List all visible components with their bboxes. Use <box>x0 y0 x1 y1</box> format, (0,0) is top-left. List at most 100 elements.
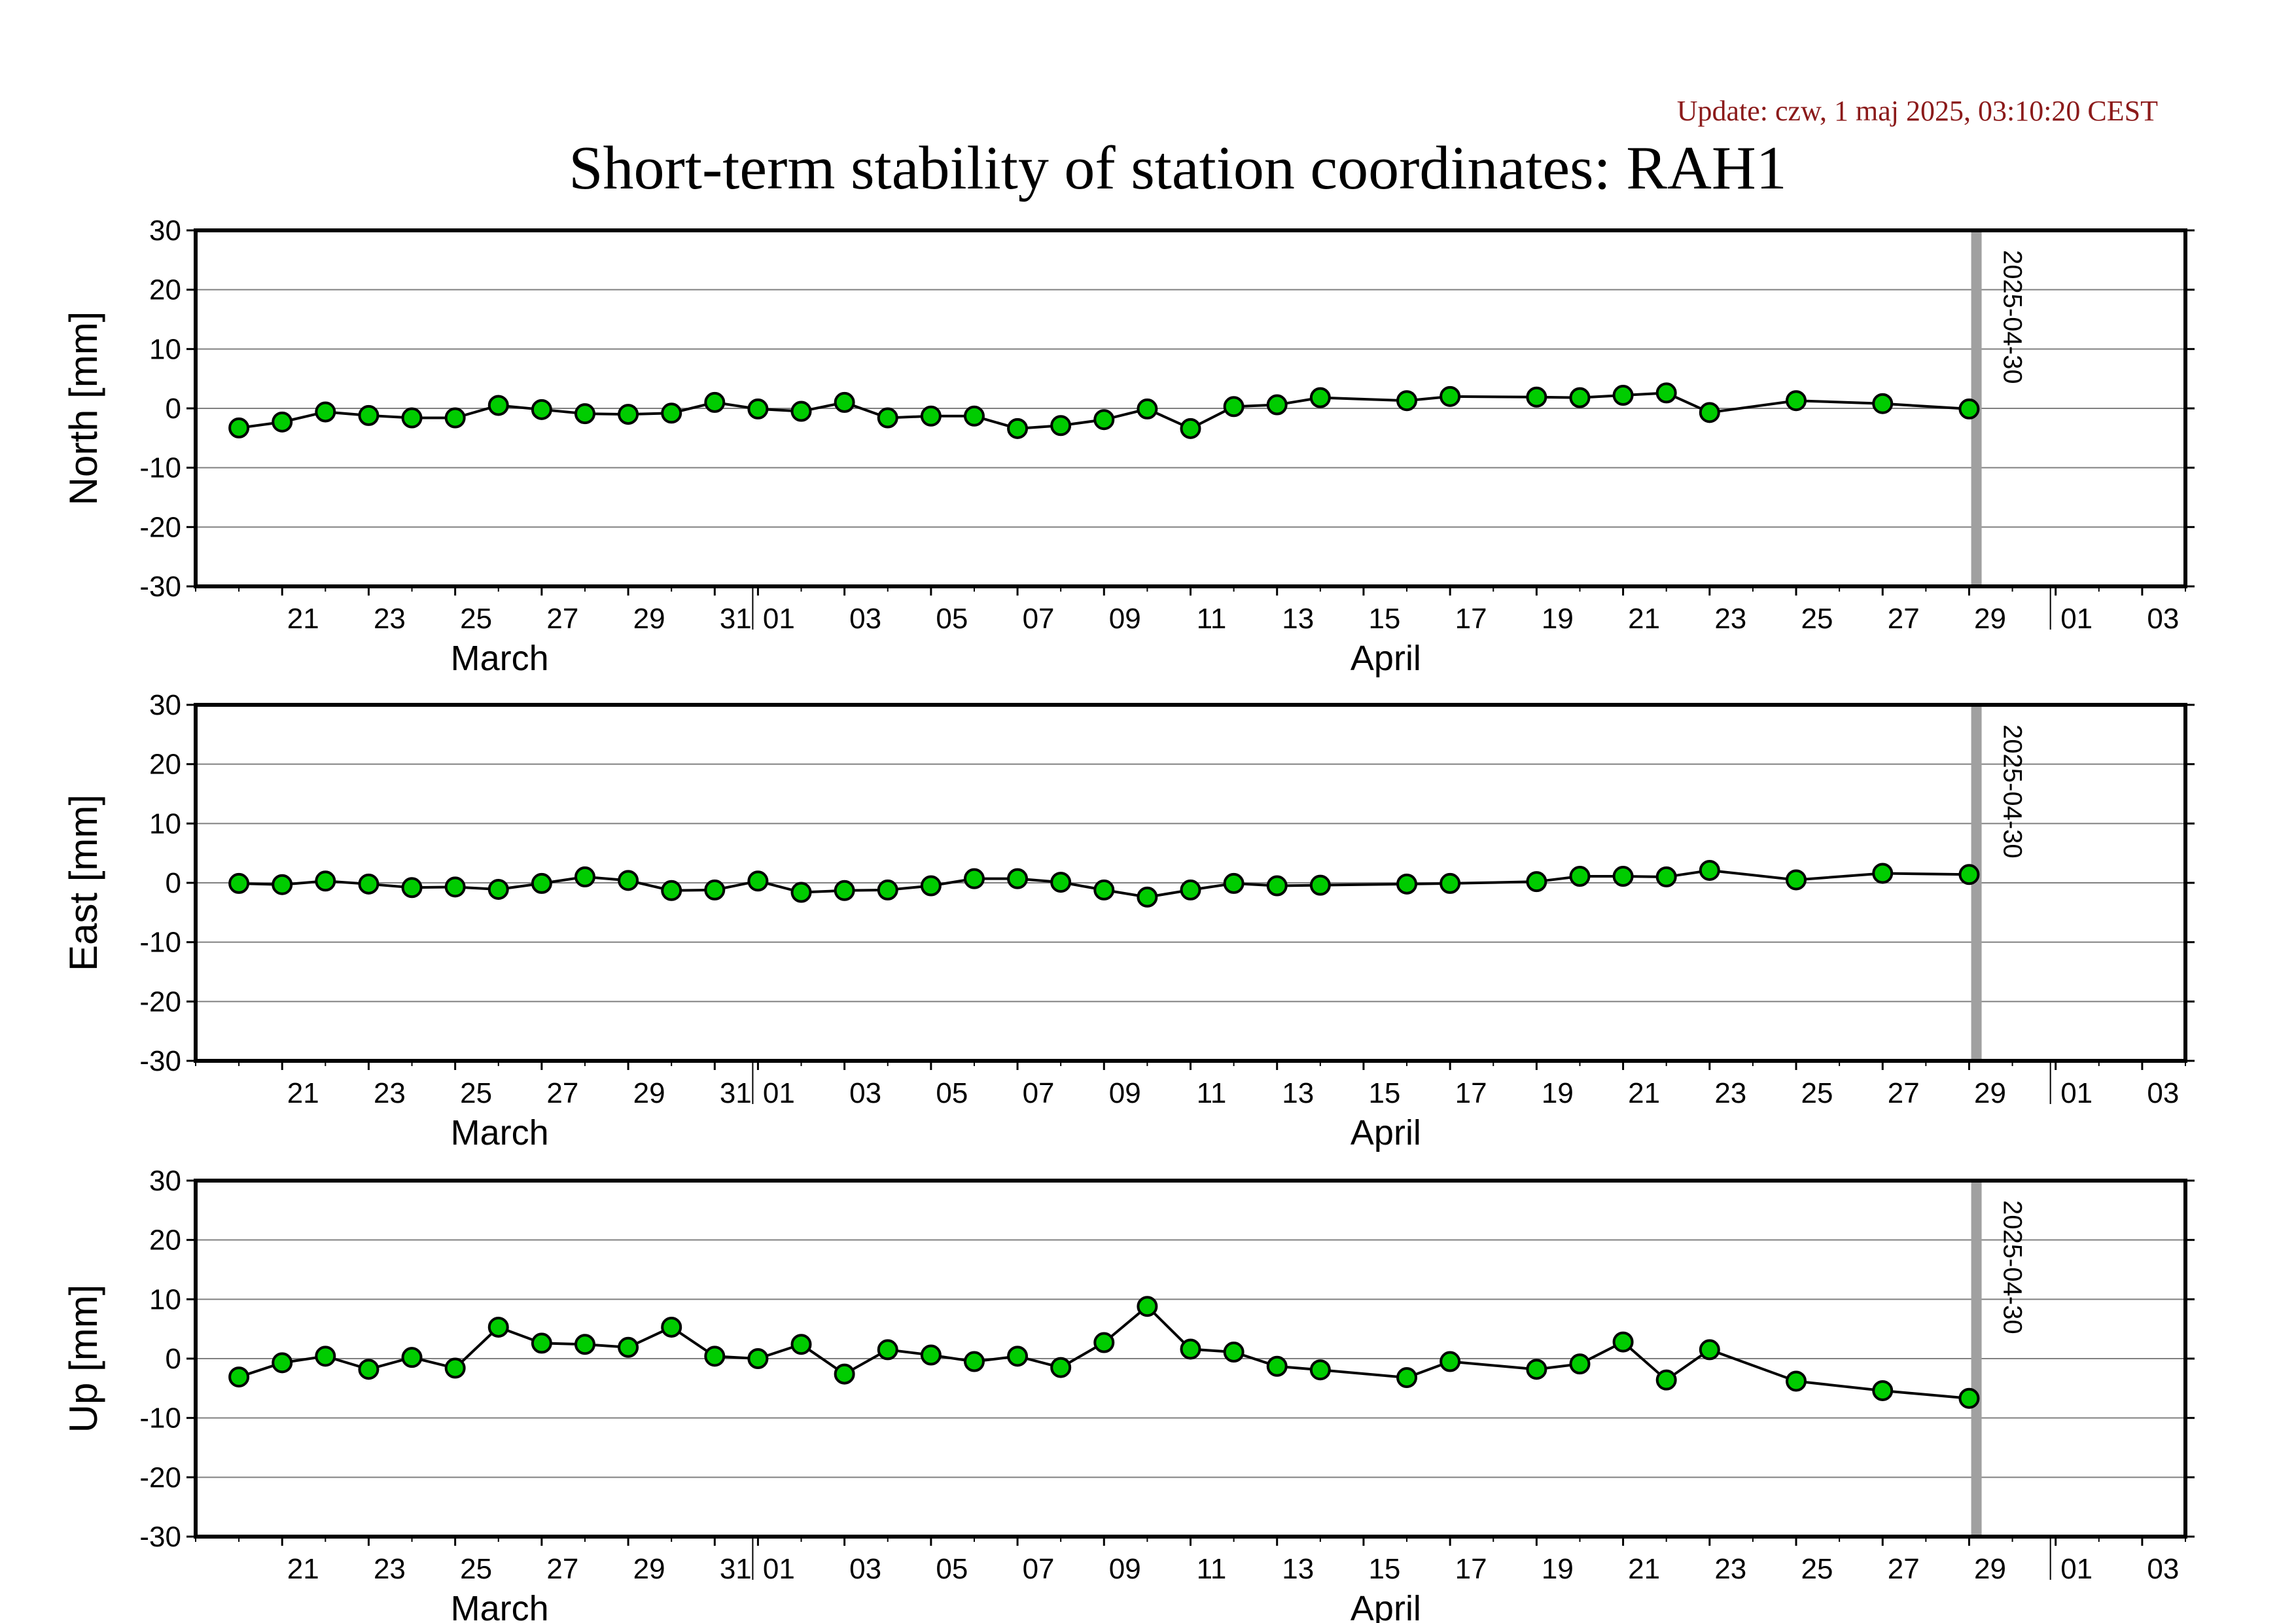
data-point <box>315 1346 336 1367</box>
y-axis-label: East [mm] <box>62 794 105 971</box>
data-point <box>1439 872 1461 894</box>
y-tick-label: -30 <box>139 1045 181 1077</box>
x-tick-label: 21 <box>287 603 319 635</box>
data-point <box>1655 1369 1677 1391</box>
x-tick-label: 25 <box>460 1553 492 1585</box>
data-point <box>315 870 336 892</box>
data-point <box>1223 396 1245 418</box>
y-tick-label: -30 <box>139 571 181 603</box>
y-tick-label: -10 <box>139 452 181 484</box>
y-tick-label: 20 <box>149 274 181 306</box>
y-tick-label: -30 <box>139 1521 181 1553</box>
data-point <box>444 1357 466 1379</box>
y-tick-label: -10 <box>139 927 181 959</box>
x-tick-label: 05 <box>936 1077 968 1109</box>
data-point <box>834 1363 855 1385</box>
data-point <box>1526 386 1547 408</box>
x-tick-label: 29 <box>633 603 665 635</box>
data-point <box>1439 1351 1461 1372</box>
data-point <box>1569 387 1591 408</box>
x-tick-label: 15 <box>1368 1553 1400 1585</box>
data-point <box>618 1336 639 1358</box>
data-point <box>834 880 855 901</box>
y-tick-label: 20 <box>149 749 181 781</box>
data-point <box>618 870 639 891</box>
x-tick-label: 03 <box>2147 1553 2179 1585</box>
data-point <box>661 1316 682 1338</box>
x-tick-label: 11 <box>1197 1077 1227 1109</box>
data-point <box>1872 1380 1894 1401</box>
data-point <box>790 882 812 903</box>
data-point <box>574 403 595 425</box>
y-tick-label: 10 <box>149 333 181 365</box>
data-point <box>1050 872 1072 893</box>
x-tick-label: 19 <box>1542 1077 1574 1109</box>
x-tick-label: 01 <box>2060 1077 2093 1109</box>
data-point <box>618 404 639 425</box>
data-point <box>444 876 466 898</box>
data-point <box>1050 1357 1072 1378</box>
x-tick-label: 15 <box>1368 603 1400 635</box>
x-tick-label: 19 <box>1542 603 1574 635</box>
data-point <box>1872 863 1894 884</box>
data-point <box>358 404 380 426</box>
data-point <box>1180 1338 1201 1360</box>
data-point <box>1612 866 1634 887</box>
x-tick-label: 21 <box>1628 1553 1660 1585</box>
x-tick-label: 25 <box>460 1077 492 1109</box>
data-point <box>834 391 855 413</box>
x-tick-label: 13 <box>1282 603 1314 635</box>
y-tick-label: 0 <box>166 867 181 899</box>
x-tick-label: 27 <box>1888 603 1920 635</box>
data-point <box>1093 879 1115 901</box>
data-point <box>963 868 985 889</box>
y-tick-label: 30 <box>149 1165 181 1197</box>
data-point <box>1786 1370 1807 1392</box>
series-group <box>228 859 1980 908</box>
x-tick-label: 21 <box>1628 603 1660 635</box>
x-tick-label: 09 <box>1109 1553 1141 1585</box>
x-tick-label: 27 <box>546 1553 578 1585</box>
plot-frame <box>194 228 2187 588</box>
data-point <box>487 878 509 900</box>
chart-title: Short-term stability of station coordina… <box>569 134 1786 202</box>
data-point <box>877 407 898 429</box>
data-point <box>487 395 509 416</box>
y-tick-label: -10 <box>139 1402 181 1435</box>
y-tick-label: 10 <box>149 808 181 840</box>
x-tick-label: 29 <box>633 1077 665 1109</box>
x-tick-label: 03 <box>849 603 881 635</box>
month-label: April <box>1351 1113 1421 1152</box>
x-tick-label: 25 <box>460 603 492 635</box>
x-tick-label: 09 <box>1109 1077 1141 1109</box>
data-point <box>272 411 293 433</box>
date-marker-label: 2025-04-30 <box>1998 250 2027 384</box>
data-point <box>704 879 726 901</box>
x-tick-label: 03 <box>849 1553 881 1585</box>
date-marker-label: 2025-04-30 <box>1998 1200 2027 1334</box>
y-tick-label: 0 <box>166 1343 181 1375</box>
x-tick-label: 23 <box>1714 603 1746 635</box>
data-point <box>747 870 769 892</box>
data-point <box>1266 1355 1288 1377</box>
x-tick-label: 17 <box>1455 1553 1487 1585</box>
x-tick-label: 21 <box>287 1553 319 1585</box>
x-tick-label: 27 <box>1888 1553 1920 1585</box>
data-point <box>877 1339 898 1361</box>
data-point <box>531 1332 552 1354</box>
date-marker-label: 2025-04-30 <box>1998 724 2027 859</box>
plot-frame <box>194 1179 2187 1539</box>
data-point <box>1396 1367 1418 1389</box>
x-tick-label: 11 <box>1197 1553 1227 1585</box>
data-point <box>1699 402 1720 423</box>
x-tick-label: 29 <box>633 1553 665 1585</box>
x-tick-label: 31 <box>720 1553 752 1585</box>
x-tick-label: 17 <box>1455 603 1487 635</box>
data-point <box>1655 382 1677 404</box>
data-point <box>228 417 250 438</box>
data-point <box>401 1347 423 1368</box>
data-point <box>1786 869 1807 891</box>
data-point <box>704 1346 726 1367</box>
